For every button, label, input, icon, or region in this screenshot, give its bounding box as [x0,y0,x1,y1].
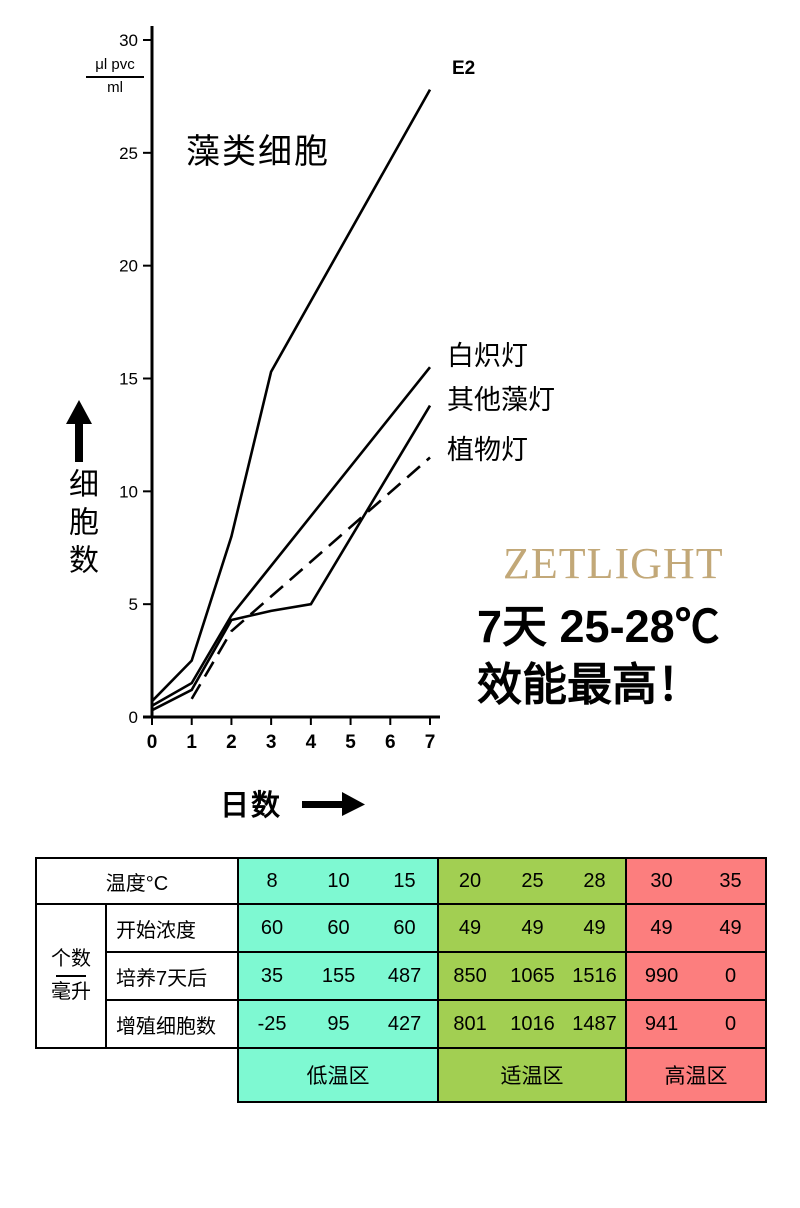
value-cell: 95 [305,999,373,1049]
value-cell: 49 [437,903,502,953]
svg-text:6: 6 [385,732,396,753]
value-cell: 1516 [564,951,628,1001]
table-row: 个数 毫升 开始浓度 60 60 60 49 49 49 49 49 [35,903,768,1049]
value-cell: 487 [372,951,440,1001]
value-cell: 49 [625,903,697,953]
chart-title: 藻类细胞 [186,133,330,171]
value-cell: 1016 [501,999,565,1049]
series-label-plant-lamp: 植物灯 [447,435,528,465]
value-cell: 850 [437,951,502,1001]
value-cell: 941 [625,999,697,1049]
temp-header-cell: 28 [564,857,628,905]
value-cell: 1065 [501,951,565,1001]
value-cell: 427 [372,999,440,1049]
value-cell: 0 [696,951,768,1001]
per-divider [56,975,86,977]
promo-text: 7天 25-28℃ 效能最高！ [477,598,720,713]
promo-line-2: 效能最高！ [477,658,703,710]
svg-text:15: 15 [119,370,138,389]
zone-label-hot: 高温区 [625,1047,768,1103]
table-header-row: 温度°C 8 10 15 20 25 28 30 35 [34,857,768,905]
temperature-results-table: 温度°C 8 10 15 20 25 28 30 35 个数 毫升 开始浓度 6… [34,857,768,1103]
up-arrow-icon [66,400,92,462]
table-zone-row: 低温区 适温区 高温区 [36,1047,768,1103]
temp-header-cell: 15 [372,857,440,905]
series-label-other-algae-lamp: 其他藻灯 [447,385,555,415]
svg-text:5: 5 [129,595,138,614]
value-cell: 60 [372,903,440,953]
temp-header-cell: 35 [696,857,768,905]
unit-denominator: 毫升 [51,981,91,1003]
value-cell: 35 [237,951,306,1001]
svg-text:0: 0 [147,732,158,753]
series-label-e2: E2 [452,58,476,79]
value-cell: 155 [305,951,373,1001]
value-cell: 49 [501,903,565,953]
brand-wordmark: ZETLIGHT [503,539,724,588]
y-axis-unit-numerator: μl pvc [86,56,144,78]
temp-header-cell: 30 [625,857,697,905]
svg-text:3: 3 [266,732,277,753]
temp-header-cell: 10 [305,857,373,905]
promo-line-1: 7天 25-28℃ [477,601,720,652]
svg-text:30: 30 [119,31,138,50]
value-cell: 60 [237,903,306,953]
y-axis-unit: μl pvc ml [86,56,144,98]
line-chart-canvas: 0 5 10 15 20 25 30 0 1 2 3 4 5 6 7 [119,26,440,753]
svg-text:2: 2 [226,732,237,753]
x-axis-title: 日数 [220,790,283,822]
value-cell: 801 [437,999,502,1049]
row-label: 开始浓度 [104,903,240,953]
temp-header-cell: 8 [237,857,306,905]
value-cell: -25 [237,999,306,1049]
svg-text:7: 7 [425,732,436,753]
zone-label-cold: 低温区 [237,1047,440,1103]
value-cell: 49 [696,903,768,953]
right-arrow-icon [302,792,365,816]
table-corner-label: 温度°C [34,857,240,905]
unit-numerator: 个数 [51,948,91,970]
y-axis-unit-denominator: ml [107,78,123,96]
table-row: 增殖细胞数 -25 95 427 801 1016 1487 941 0 [36,999,768,1049]
y-axis-title: 细胞数 [64,468,97,582]
value-cell: 60 [305,903,373,953]
value-cell: 49 [564,903,628,953]
unit-label-count-per-ml: 个数 毫升 [35,903,107,1049]
svg-text:5: 5 [345,732,356,753]
row-label: 培养7天后 [104,951,240,1001]
value-cell: 0 [696,999,768,1049]
row-label: 增殖细胞数 [104,999,240,1049]
svg-text:1: 1 [186,732,197,753]
value-cell: 990 [625,951,697,1001]
zone-label-optimal: 适温区 [437,1047,628,1103]
series-label-incandescent-lamp: 白炽灯 [447,341,528,371]
temp-header-cell: 20 [437,857,502,905]
svg-text:25: 25 [119,144,138,163]
table-row: 培养7天后 35 155 487 850 1065 1516 990 0 [36,951,768,1001]
zone-row-spacer [36,1048,239,1102]
svg-text:4: 4 [306,732,317,753]
svg-text:10: 10 [119,482,138,501]
svg-text:0: 0 [129,708,138,727]
svg-text:20: 20 [119,257,138,276]
value-cell: 1487 [564,999,628,1049]
temp-header-cell: 25 [501,857,565,905]
